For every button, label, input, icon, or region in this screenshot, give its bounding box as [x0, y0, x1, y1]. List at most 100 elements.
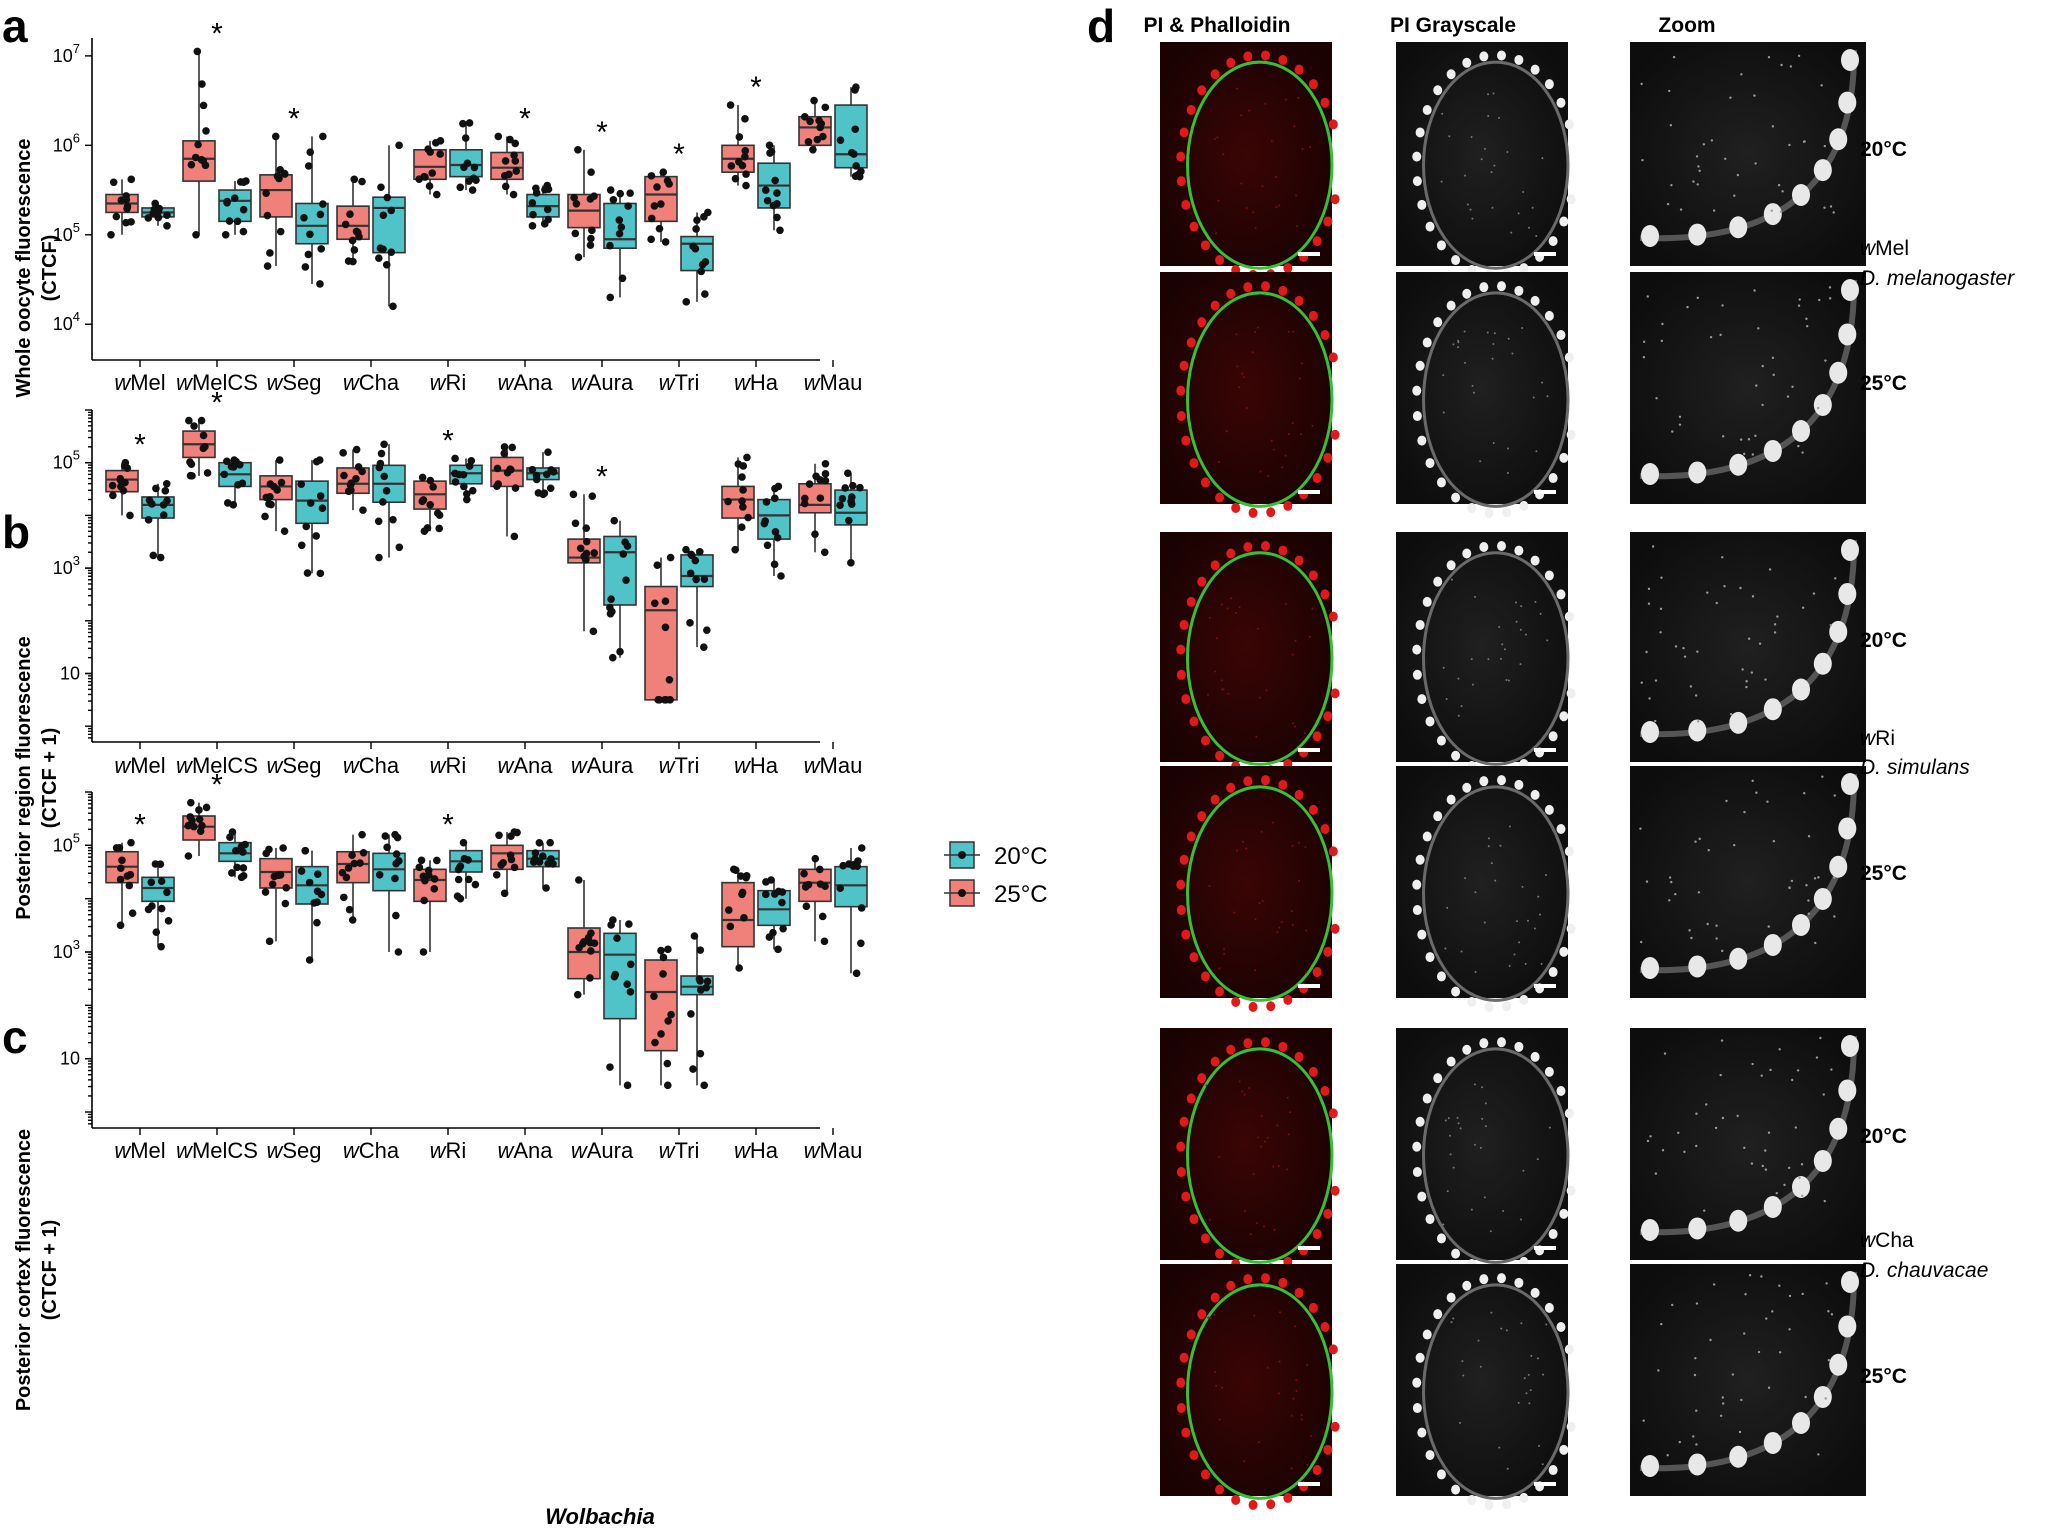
follicle-nucleus — [1328, 352, 1338, 363]
puncta — [1686, 305, 1689, 309]
puncta — [1788, 143, 1791, 147]
puncta — [1693, 1373, 1697, 1377]
puncta — [1819, 1036, 1822, 1040]
data-point — [276, 227, 285, 236]
data-point — [857, 167, 865, 176]
data-point — [151, 199, 159, 208]
data-point — [665, 675, 674, 684]
nucleus — [1841, 1271, 1859, 1293]
nucleus — [1763, 439, 1782, 462]
strain-name-wri: Ri — [1875, 727, 1895, 750]
data-point — [511, 139, 520, 148]
follicle-nucleus — [1433, 576, 1443, 587]
box-c-mau-25 — [798, 854, 832, 946]
oocyte-outline — [1422, 1283, 1570, 1500]
follicle-nucleus — [1544, 310, 1554, 321]
data-point — [773, 200, 781, 208]
follicle-nucleus — [1243, 1274, 1253, 1285]
follicle-nucleus — [1330, 429, 1340, 440]
follicle-nucleus — [1451, 255, 1461, 266]
puncta — [1457, 1122, 1460, 1125]
data-point — [588, 492, 597, 501]
puncta — [1772, 373, 1775, 377]
strain-prefix-wcha: w — [1860, 1229, 1877, 1252]
puncta — [1827, 1310, 1830, 1313]
data-point — [275, 456, 284, 464]
puncta — [1209, 1317, 1212, 1320]
data-point — [472, 176, 480, 184]
puncta — [1238, 606, 1241, 609]
puncta — [1534, 600, 1537, 603]
box-c-ha-25 — [721, 865, 755, 972]
follicle-nucleus — [1422, 831, 1432, 842]
puncta — [1233, 911, 1236, 914]
puncta — [1546, 395, 1549, 398]
puncta — [1671, 1303, 1674, 1307]
follicle-nucleus — [1496, 540, 1506, 551]
follicle-nucleus — [1417, 199, 1427, 210]
data-point — [109, 178, 118, 187]
data-point — [742, 872, 751, 880]
data-point — [161, 487, 170, 495]
micrograph-bg — [1160, 532, 1332, 762]
puncta — [1245, 206, 1248, 209]
puncta — [1751, 1062, 1754, 1066]
puncta — [1255, 735, 1258, 738]
y-axis-title-a-line1: Whole oocyte fluorescence — [13, 139, 35, 398]
follicle-nucleus — [1200, 477, 1210, 488]
nucleus — [1838, 91, 1857, 114]
nucleus — [1688, 719, 1707, 742]
follicle-nucleus — [1226, 782, 1236, 793]
box-body — [372, 196, 406, 254]
data-point — [185, 416, 193, 425]
puncta — [1639, 827, 1642, 830]
category-prefix: w — [114, 1138, 132, 1163]
puncta — [1740, 73, 1743, 76]
micrograph-bg — [1160, 1028, 1332, 1260]
category-name: MelCS — [192, 1138, 258, 1163]
puncta — [1779, 210, 1783, 213]
data-point — [317, 245, 326, 253]
puncta — [1801, 606, 1805, 609]
data-point — [849, 481, 857, 490]
data-point — [493, 482, 501, 491]
micrograph-0-gray — [1396, 42, 1576, 280]
puncta — [1536, 1158, 1539, 1161]
follicle-nucleus — [1412, 644, 1422, 655]
puncta — [1678, 415, 1682, 418]
puncta — [1245, 407, 1248, 410]
data-point — [513, 828, 521, 837]
follicle-nucleus — [1323, 216, 1333, 227]
category-name: Mel — [130, 1138, 165, 1163]
follicle-nucleus — [1422, 1093, 1432, 1104]
data-point — [354, 463, 363, 471]
y-tick-base: 10 — [60, 663, 80, 683]
box-c-mel-25 — [105, 838, 139, 930]
puncta — [1472, 391, 1475, 394]
follicle-nucleus — [1278, 545, 1288, 556]
microscopy-panel: PI & Phalloidin PI Grayscale Zoom 20°C w… — [1143, 14, 2015, 1510]
follicle-nucleus — [1294, 1287, 1304, 1298]
data-point — [350, 246, 359, 254]
follicle-nucleus — [1451, 1484, 1461, 1495]
data-point — [626, 988, 635, 996]
category-prefix: w — [176, 753, 194, 778]
strain-name-wmel: Mel — [1875, 237, 1909, 260]
puncta — [1300, 433, 1303, 436]
follicle-nucleus — [1181, 435, 1191, 446]
puncta — [1309, 1435, 1312, 1438]
box-b-ha-20 — [757, 482, 791, 580]
puncta — [1642, 356, 1646, 359]
x-tick-label-b-4: wRi — [430, 753, 467, 778]
data-point — [201, 161, 210, 170]
category-name: Ana — [513, 753, 553, 778]
data-point — [700, 575, 709, 584]
box-body — [490, 844, 524, 871]
puncta — [1821, 775, 1824, 778]
data-point — [573, 990, 582, 999]
category-name: Cha — [359, 370, 400, 395]
puncta — [1450, 578, 1453, 581]
puncta — [1270, 140, 1273, 143]
category-prefix: w — [659, 1138, 677, 1163]
data-point — [375, 870, 384, 879]
